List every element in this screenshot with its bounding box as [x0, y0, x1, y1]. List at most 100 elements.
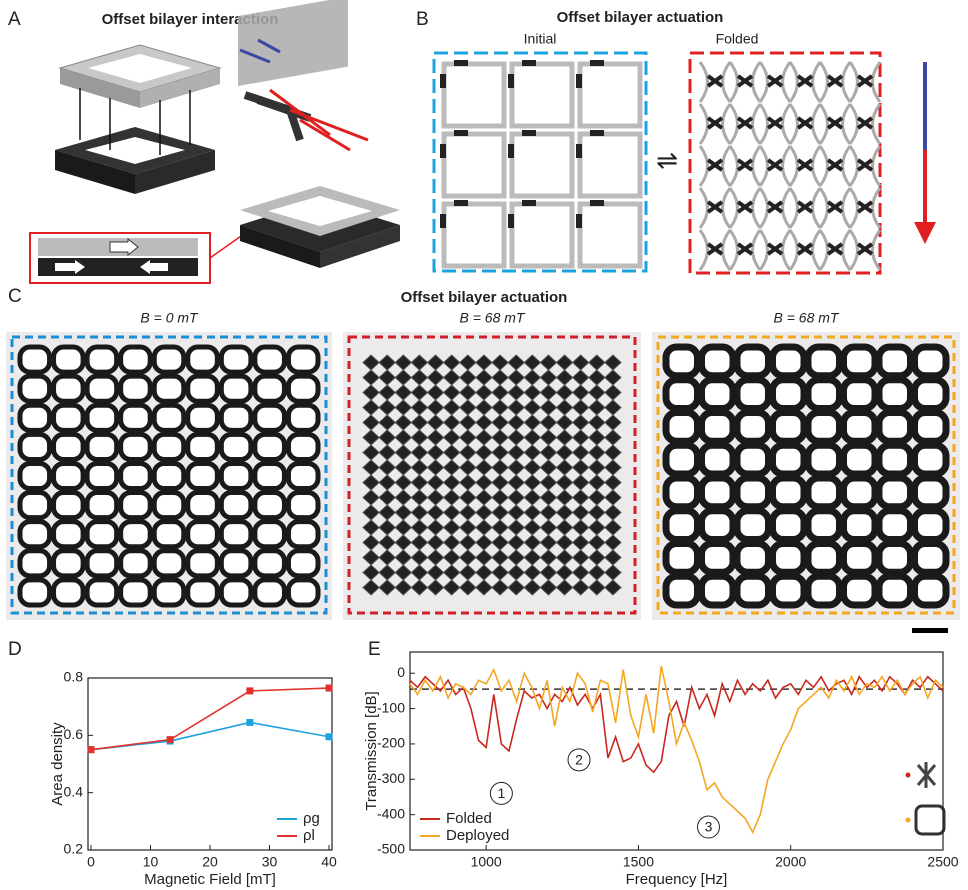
lattice-cell [911, 441, 950, 478]
legend-label: Deployed [446, 827, 509, 844]
lattice-cell [662, 343, 701, 380]
lattice-cell [185, 548, 220, 579]
folded-hinge [706, 200, 724, 214]
photo [652, 332, 960, 620]
lattice-cell [804, 409, 843, 445]
lattice-cell [17, 373, 53, 404]
lattice-cell [185, 344, 220, 375]
cell-edge [522, 130, 536, 136]
cell [509, 201, 575, 269]
y-axis-label: Area density [49, 722, 66, 806]
folded-cell [818, 103, 852, 145]
folded-cell [758, 61, 792, 103]
lattice-cell [604, 399, 622, 416]
y-tick-label: -100 [377, 699, 405, 715]
cell-edge [454, 200, 468, 206]
lattice-cell [840, 441, 879, 478]
lattice-cell [604, 429, 622, 446]
lattice-cell [662, 409, 701, 445]
y-tick-label: -400 [377, 805, 405, 821]
lattice-cell [185, 402, 220, 433]
folded-hinge [856, 200, 874, 214]
panel-title: Offset bilayer actuation [401, 289, 568, 306]
lattice-cell [875, 441, 914, 478]
cell [577, 131, 643, 199]
photo-frame [10, 335, 328, 615]
lattice-cell [733, 441, 772, 478]
folded-cell [698, 187, 732, 229]
lattice-cell [118, 519, 153, 550]
panel-label: D [8, 639, 22, 660]
folded-hinge [736, 116, 754, 130]
cell-edge [440, 144, 446, 158]
cell [441, 61, 507, 129]
folded-cell [758, 229, 792, 271]
folded-hinge [736, 74, 754, 88]
lattice-cell [218, 344, 254, 375]
cell-edge [440, 214, 446, 228]
lattice-cell [118, 431, 153, 462]
lattice-cell [51, 519, 86, 550]
folded-hinge [826, 116, 844, 130]
x-tick-label: 2000 [775, 854, 806, 870]
folded-cell [758, 145, 792, 187]
lattice-cell [840, 474, 879, 511]
folded-cell [788, 145, 822, 187]
folded-cell [848, 61, 882, 103]
lattice-cell [218, 490, 254, 521]
panel-label: B [416, 9, 429, 30]
lattice-cell [17, 490, 53, 521]
folded-hinge [826, 158, 844, 172]
folded-hinge [706, 158, 724, 172]
lattice-cell [604, 549, 622, 566]
lattice-cell [218, 519, 254, 550]
lattice-cell [804, 507, 843, 543]
photo-label: B = 0 mT [140, 310, 199, 326]
lattice-cell [604, 534, 622, 551]
cell-edge [454, 60, 468, 66]
lattice-cell [604, 489, 622, 506]
lattice-cell [769, 572, 808, 609]
lattice-cell [698, 507, 737, 543]
lattice-cell [662, 507, 701, 543]
lattice-cell [151, 577, 187, 608]
folded-cell [788, 229, 822, 271]
lattice [440, 60, 882, 271]
lattice-cell [84, 490, 120, 521]
folded-hinge [796, 158, 814, 172]
lattice-cell [118, 344, 153, 375]
folded-cell [728, 103, 762, 145]
marker [87, 746, 95, 754]
lattice-cell [17, 402, 53, 433]
plot-frame [409, 651, 944, 851]
lattice-cell [662, 540, 701, 576]
y-tick-label: -500 [377, 841, 405, 857]
lattice-cell [769, 441, 808, 478]
folded-hinge [796, 200, 814, 214]
lattice-cell [875, 572, 914, 609]
folded-cell [818, 187, 852, 229]
folded-cell [728, 145, 762, 187]
lattice-cell [911, 507, 950, 543]
cell-edge [590, 200, 604, 206]
lattice-cell [285, 548, 321, 579]
lattice-cell [285, 373, 321, 404]
lattice-cell [118, 548, 153, 579]
folded-hinge [736, 158, 754, 172]
cell-edge [576, 214, 582, 228]
y-tick-label: -300 [377, 770, 405, 786]
lattice-cell [698, 376, 737, 412]
annotation: 1 [497, 785, 505, 801]
folded-cell [698, 103, 732, 145]
folded-hinge [736, 200, 754, 214]
lattice-cell [698, 441, 737, 478]
folded-hinge [856, 116, 874, 130]
folded-cell [818, 145, 852, 187]
lattice-cell [17, 460, 53, 492]
lattice-cell [733, 343, 772, 380]
lattice-cell [84, 373, 120, 404]
x-tick-label: 10 [143, 854, 159, 870]
y-tick-label: -200 [377, 735, 405, 751]
lattice-cell [875, 540, 914, 576]
lattice-cell [733, 540, 772, 576]
